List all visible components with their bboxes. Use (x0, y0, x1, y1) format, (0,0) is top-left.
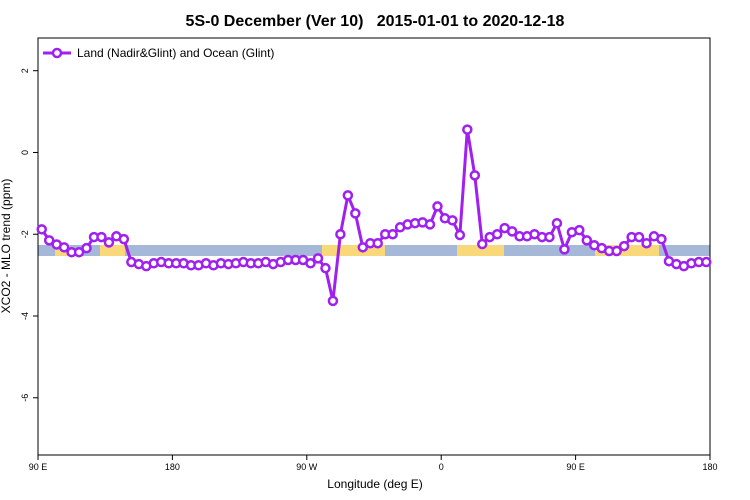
x-tick-label: 90 E (29, 462, 48, 472)
point (357, 242, 369, 253)
point (96, 231, 107, 243)
point (350, 208, 361, 219)
y-tick-label: 0 (20, 150, 30, 155)
point (103, 237, 115, 248)
x-tick-label: 0 (439, 462, 444, 472)
point (454, 229, 466, 241)
point (73, 246, 85, 258)
point (81, 242, 92, 254)
point (447, 215, 458, 226)
x-axis-label: Longitude (deg E) (327, 477, 422, 491)
point (342, 190, 354, 201)
legend-marker (51, 47, 63, 59)
point (574, 224, 585, 236)
point (633, 231, 645, 243)
x-tick-label: 90 E (566, 462, 585, 472)
point (559, 244, 570, 255)
point (477, 238, 488, 250)
y-tick-label: 2 (20, 68, 30, 73)
point (327, 295, 339, 307)
point (581, 235, 593, 246)
point (618, 240, 630, 252)
point (424, 219, 436, 230)
point (335, 228, 346, 240)
land-patch (322, 245, 385, 256)
point (551, 217, 563, 229)
legend-label: Land (Nadir&Glint) and Ocean (Glint) (77, 46, 274, 60)
land-patch (100, 245, 125, 256)
point (656, 233, 667, 245)
land-patch (457, 245, 504, 256)
point (36, 224, 47, 235)
x-tick-label: 180 (165, 462, 180, 472)
land-patch (595, 245, 659, 256)
point (305, 258, 316, 269)
y-tick-label: -2 (20, 230, 30, 238)
plot-frame (37, 37, 711, 456)
point (462, 124, 473, 135)
point (43, 235, 55, 246)
point (432, 201, 443, 212)
point (611, 245, 622, 257)
y-tick-label: -6 (20, 394, 30, 402)
y-axis-label: XCO2 - MLO trend (ppm) (0, 179, 13, 314)
point (320, 262, 331, 274)
x-tick-label: 180 (702, 462, 717, 472)
chart-title: 5S-0 December (Ver 10) 2015-01-01 to 202… (186, 13, 565, 30)
point (701, 256, 712, 268)
y-tick-label: -4 (20, 312, 30, 320)
point (491, 228, 503, 240)
point (641, 237, 652, 249)
x-tick-label: 90 W (296, 462, 318, 472)
point (312, 253, 324, 264)
point (372, 237, 383, 249)
point (544, 231, 555, 243)
point (387, 228, 398, 240)
point (469, 170, 481, 181)
point (58, 242, 70, 253)
point (118, 233, 130, 245)
point (506, 226, 518, 237)
